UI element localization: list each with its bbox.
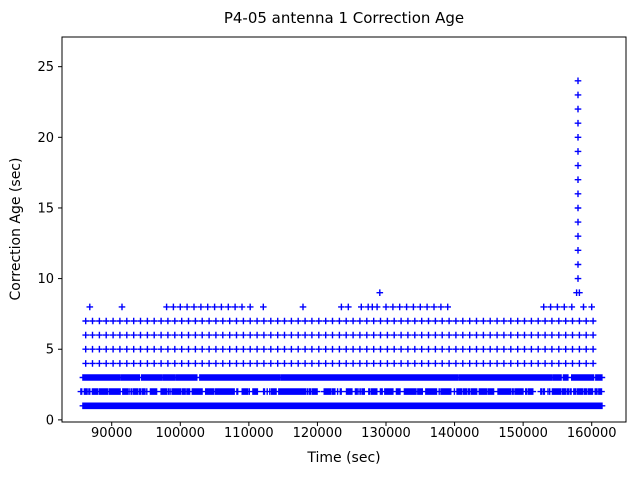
y-tick-label: 15: [37, 201, 54, 216]
axes-frame: [61, 36, 627, 423]
x-tick-label: 90000: [91, 426, 132, 441]
x-tick-label: 120000: [293, 426, 343, 441]
y-tick-label: 0: [46, 413, 54, 428]
x-tick-label: 110000: [224, 426, 274, 441]
scatter-points: [77, 77, 606, 410]
chart-title: P4-05 antenna 1 Correction Age: [223, 9, 465, 27]
y-axis-title: Correction Age (sec): [8, 157, 24, 301]
x-tick-label: 100000: [155, 426, 205, 441]
y-tick-label: 5: [46, 343, 54, 358]
x-tick-label: 140000: [430, 426, 480, 441]
y-tick-label: 10: [37, 272, 54, 287]
x-axis-title: Time (sec): [307, 450, 381, 466]
x-tick-label: 130000: [361, 426, 411, 441]
x-tick-label: 150000: [498, 426, 548, 441]
x-tick-label: 160000: [567, 426, 617, 441]
y-tick-label: 20: [37, 131, 54, 146]
y-tick-label: 25: [37, 60, 54, 75]
